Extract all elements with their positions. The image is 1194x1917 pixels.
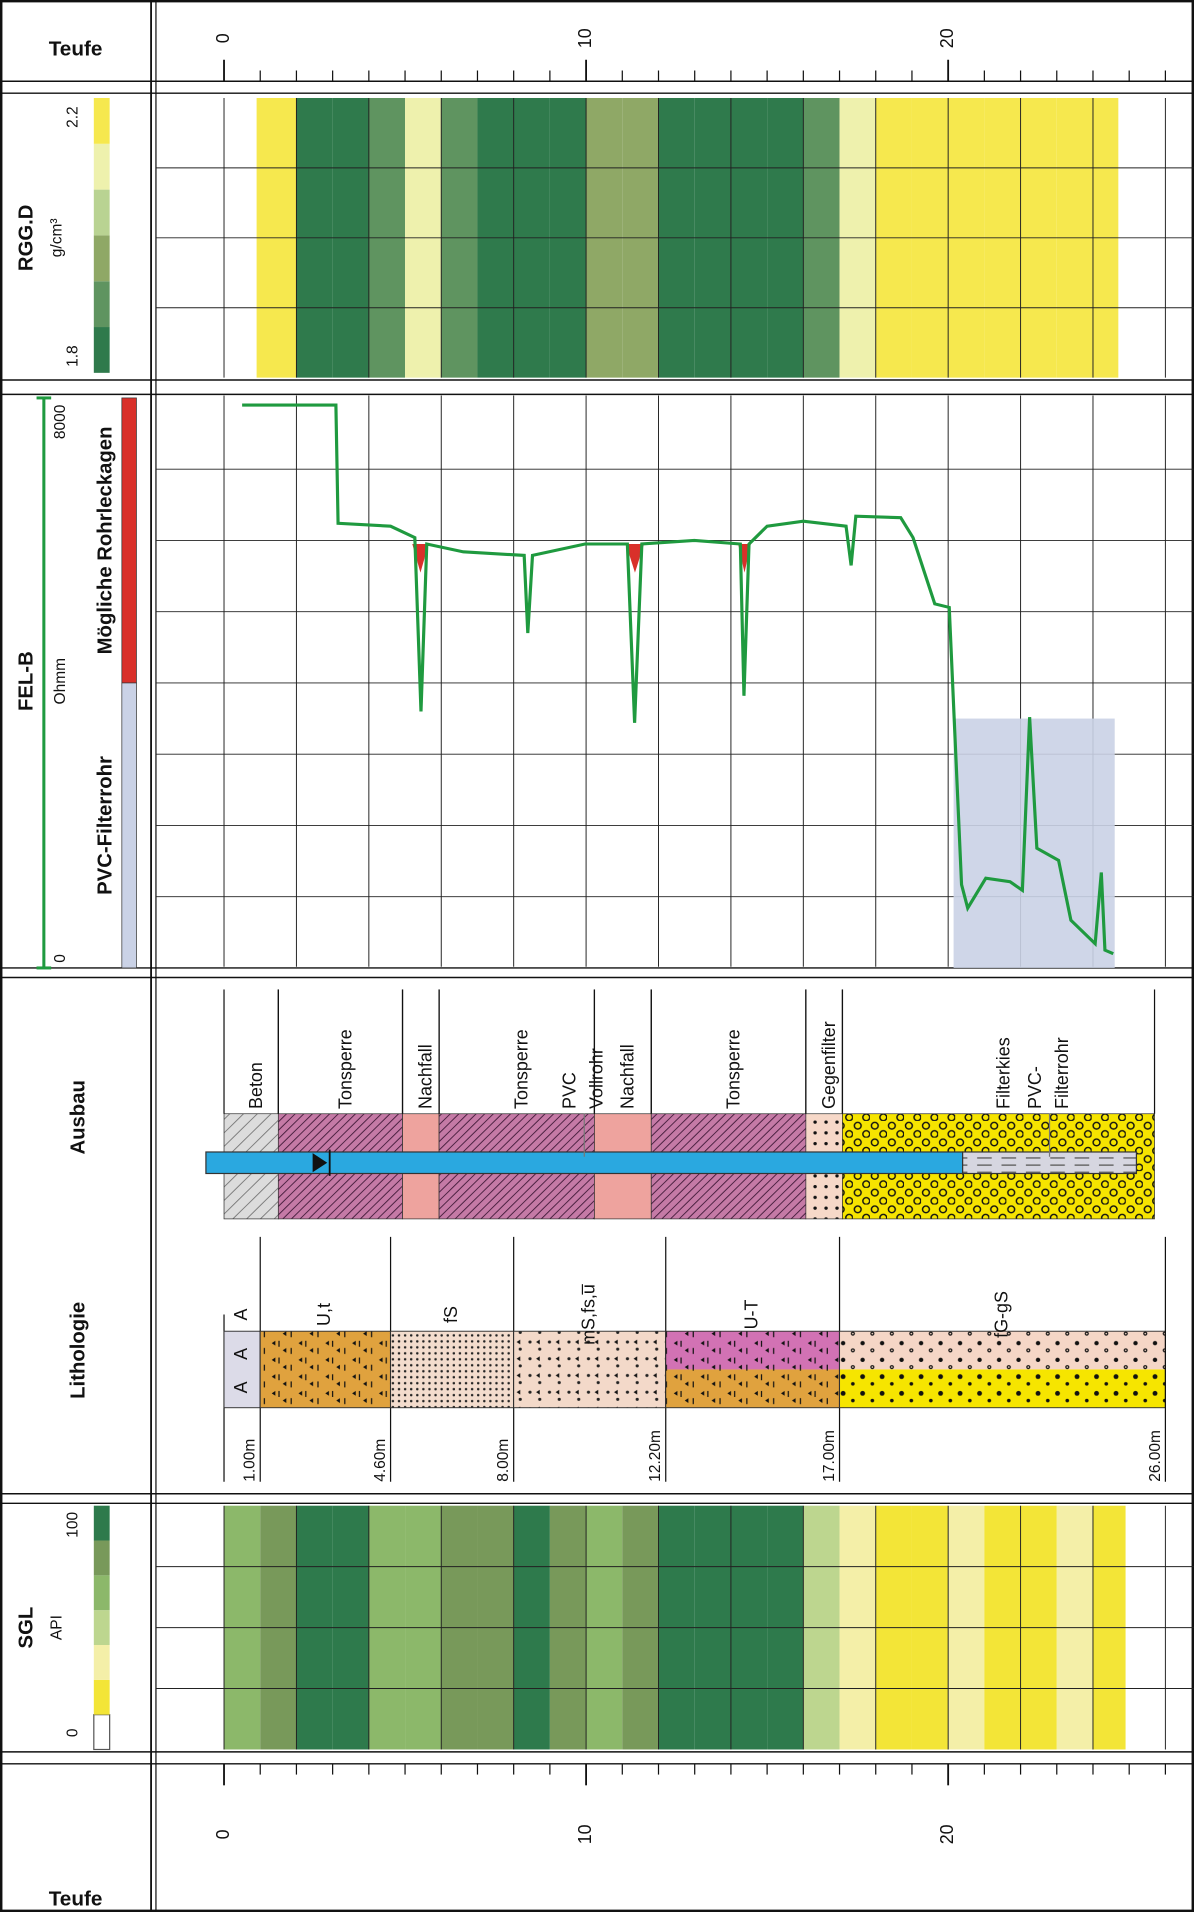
colorbar-segment [94, 190, 110, 236]
pipe-label: Vollrohr [586, 1048, 606, 1109]
lithology-fill [666, 1331, 840, 1369]
pipe-label: Filterrohr [1052, 1037, 1072, 1109]
depth-label: 8.00m [495, 1439, 512, 1482]
colorbar-segment [94, 1715, 110, 1750]
depth-tick-label: 10 [575, 1824, 595, 1844]
lithology-fill [224, 1331, 260, 1407]
filter-zone [954, 719, 1115, 968]
scale-label: 0 [52, 954, 69, 963]
track-title: FEL-B [14, 651, 37, 711]
scale-label: 8000 [52, 404, 69, 439]
colorbar-label: 0 [64, 1728, 81, 1737]
annulus-label: Nachfall [416, 1044, 436, 1109]
legend-label: PVC-Filterrohr [93, 756, 116, 895]
layer-name: U-T [741, 1300, 761, 1330]
depth-tick-label: 10 [575, 28, 595, 48]
layer-name: fG-gS [991, 1291, 1011, 1338]
depth-label: 4.60m [372, 1439, 389, 1482]
depth-label: 26.00m [1147, 1430, 1164, 1482]
pipe-label: PVC- [1025, 1066, 1045, 1109]
colorbar-label: 1.8 [64, 345, 81, 367]
layer-name: A [231, 1308, 251, 1321]
depth-tick-label: 0 [213, 1829, 233, 1839]
annulus-label: Gegenfilter [819, 1021, 839, 1109]
colorbar-segment [94, 1680, 110, 1715]
pipe-label: PVC [560, 1072, 580, 1109]
lithology-fill [260, 1331, 390, 1407]
layer-name: U,t [314, 1303, 334, 1326]
annulus-label: Tonsperre [723, 1029, 743, 1109]
lithology-fill [391, 1331, 514, 1407]
annulus-label: Nachfall [618, 1044, 638, 1109]
depth-label: 1.00m [242, 1439, 259, 1482]
legend-swatch [122, 398, 137, 683]
depth-title: Teufe [49, 38, 103, 61]
colorbar-segment [94, 144, 110, 190]
annulus-label: Tonsperre [335, 1029, 355, 1109]
colorbar-segment [94, 327, 110, 373]
legend-swatch [122, 683, 137, 968]
colorbar-segment [94, 1645, 110, 1680]
track-title: RGG.D [14, 205, 37, 272]
depth-label: 17.00m [821, 1430, 838, 1482]
depth-tick-label: 20 [937, 28, 957, 48]
section-title: Lithologie [66, 1302, 89, 1399]
colorbar-segment [94, 1506, 110, 1541]
track-unit: API [48, 1615, 65, 1640]
annulus-label: Tonsperre [512, 1029, 532, 1109]
depth-tick-label: 0 [213, 33, 233, 43]
track-unit: g/cm³ [48, 218, 65, 257]
colorbar-segment [94, 1610, 110, 1645]
colorbar-segment [94, 1541, 110, 1576]
depth-title: Teufe [49, 1888, 103, 1911]
track-title: SGL [14, 1607, 37, 1649]
colorbar-segment [94, 281, 110, 327]
colorbar-label: 100 [64, 1512, 81, 1538]
annulus-label: Beton [246, 1062, 266, 1109]
colorbar-segment [94, 1575, 110, 1610]
layer-symbol: A [231, 1347, 251, 1360]
well-log: Teufe Teufe 0 10 20 0 10 20 RGG.D g/cm³ 1.8 2.2 SG… [0, 0, 1194, 1912]
layer-name: fS [441, 1306, 461, 1323]
depth-tick-label: 20 [937, 1824, 957, 1844]
colorbar-label: 2.2 [64, 106, 81, 128]
lithology-fill [666, 1369, 840, 1407]
layer-symbol: A [231, 1381, 251, 1394]
colorbar-segment [94, 235, 110, 281]
layer-name: mS,fs,u̅ [578, 1283, 598, 1344]
annulus-label: Filterkies [993, 1037, 1013, 1109]
section-title: Ausbau [66, 1080, 89, 1154]
lithology-fill [840, 1369, 1166, 1407]
depth-label: 12.20m [647, 1430, 664, 1482]
track-unit: Ohmm [52, 658, 69, 705]
colorbar-segment [94, 98, 110, 144]
legend-label: Mögliche Rohrleckagen [93, 427, 116, 655]
